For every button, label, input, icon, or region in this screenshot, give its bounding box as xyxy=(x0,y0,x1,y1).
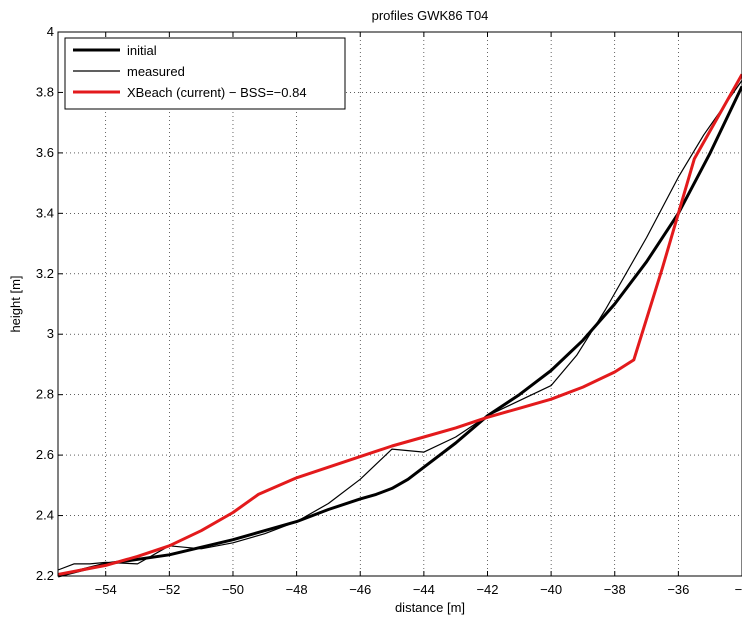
series-line-2 xyxy=(57,73,742,576)
legend: initial measured XBeach (current) − BSS=−0… xyxy=(64,37,346,110)
y-tick-label: 3.8 xyxy=(36,84,54,99)
x-tick-label: −42 xyxy=(476,582,498,597)
y-tick-label: 3 xyxy=(47,326,54,341)
y-tick-label: 3.4 xyxy=(36,205,54,220)
y-axis-title: height [m] xyxy=(8,275,23,332)
legend-label-0: initial xyxy=(127,43,157,58)
grid xyxy=(58,32,742,576)
x-tick-label: −40 xyxy=(540,582,562,597)
x-tick-label: −52 xyxy=(158,582,180,597)
x-tick-label: −44 xyxy=(413,582,435,597)
plot-series xyxy=(57,73,742,578)
y-tick-label: 4 xyxy=(47,24,54,39)
x-axis-title: distance [m] xyxy=(395,600,465,615)
x-tick-label: −46 xyxy=(349,582,371,597)
y-tick-label: 3.6 xyxy=(36,145,54,160)
y-tick-label: 2.4 xyxy=(36,508,54,523)
x-tick-label: −54 xyxy=(95,582,117,597)
axis-ticks: −54 −52 −50 −48 −46 −44 −42 −40 −38 −36 −3 2.2 2.4 2.… xyxy=(36,24,742,597)
x-tick-label: −38 xyxy=(604,582,626,597)
y-tick-label: 2.6 xyxy=(36,447,54,462)
x-tick-label: −50 xyxy=(222,582,244,597)
plot-frame xyxy=(57,31,742,577)
y-tick-label: 2.2 xyxy=(36,568,54,583)
series-line-1 xyxy=(57,80,742,571)
series-line-0 xyxy=(57,85,742,578)
x-tick-label: −36 xyxy=(667,582,689,597)
x-tick-label: −3 xyxy=(735,582,742,597)
legend-label-2: XBeach (current) − BSS=−0.84 xyxy=(127,85,307,100)
x-tick-label: −48 xyxy=(286,582,308,597)
y-tick-label: 2.8 xyxy=(36,387,54,402)
y-tick-label: 3.2 xyxy=(36,266,54,281)
chart-title: profiles GWK86 T04 xyxy=(372,8,489,23)
legend-label-1: measured xyxy=(127,64,185,79)
